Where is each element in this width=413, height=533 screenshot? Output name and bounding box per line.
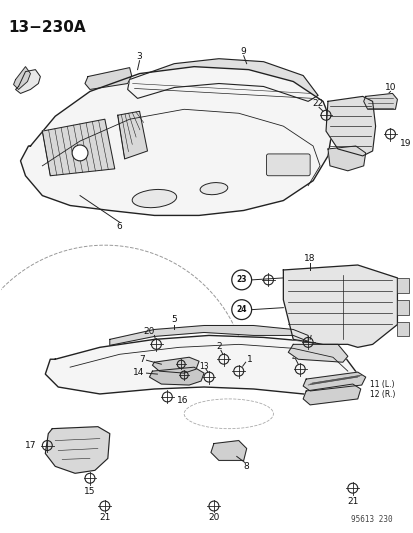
Polygon shape — [45, 427, 109, 473]
Polygon shape — [325, 96, 375, 156]
Text: 7: 7 — [138, 355, 144, 364]
Text: 2: 2 — [216, 342, 221, 351]
Polygon shape — [211, 441, 246, 461]
Polygon shape — [14, 67, 31, 90]
Text: 14: 14 — [133, 368, 144, 377]
Polygon shape — [16, 70, 40, 93]
Text: 3: 3 — [136, 52, 142, 61]
Polygon shape — [21, 67, 332, 215]
Polygon shape — [85, 68, 131, 90]
Polygon shape — [282, 265, 396, 348]
Text: 18: 18 — [304, 254, 315, 263]
Text: 95613 230: 95613 230 — [350, 515, 392, 524]
Text: 22: 22 — [312, 99, 323, 108]
Polygon shape — [302, 384, 360, 405]
Text: 4: 4 — [291, 353, 297, 362]
Text: 23: 23 — [236, 276, 247, 285]
Polygon shape — [149, 367, 204, 385]
Text: 9: 9 — [240, 47, 246, 56]
Text: 10: 10 — [384, 83, 395, 92]
Polygon shape — [287, 344, 347, 362]
Text: 20: 20 — [208, 513, 219, 522]
FancyBboxPatch shape — [266, 154, 309, 176]
Ellipse shape — [132, 189, 176, 208]
Text: 21: 21 — [346, 497, 358, 506]
Text: 20: 20 — [143, 327, 155, 336]
Polygon shape — [152, 357, 199, 373]
Circle shape — [72, 145, 88, 161]
Polygon shape — [327, 146, 365, 171]
Ellipse shape — [199, 183, 227, 195]
Text: 13−230A: 13−230A — [9, 20, 86, 35]
Bar — [396, 321, 408, 336]
Polygon shape — [42, 119, 114, 176]
Polygon shape — [45, 335, 357, 399]
Polygon shape — [363, 93, 396, 109]
Text: 24: 24 — [236, 305, 247, 314]
Text: 17: 17 — [25, 441, 36, 450]
Bar — [396, 300, 408, 314]
Text: 5: 5 — [171, 315, 177, 324]
Text: 11 (L.): 11 (L.) — [369, 379, 393, 389]
Text: 12 (R.): 12 (R.) — [369, 391, 394, 399]
Text: 16: 16 — [177, 397, 188, 406]
Polygon shape — [127, 59, 317, 101]
Text: 8: 8 — [243, 462, 249, 471]
Text: 19: 19 — [399, 139, 411, 148]
Polygon shape — [302, 372, 365, 391]
Text: 18: 18 — [316, 327, 327, 336]
Text: 13: 13 — [199, 362, 208, 370]
Polygon shape — [109, 326, 307, 345]
Text: 6: 6 — [116, 222, 122, 231]
Text: 1: 1 — [246, 355, 252, 364]
Text: 15: 15 — [84, 487, 95, 496]
Bar — [396, 278, 408, 293]
Text: 21: 21 — [99, 513, 110, 522]
Polygon shape — [117, 111, 147, 159]
